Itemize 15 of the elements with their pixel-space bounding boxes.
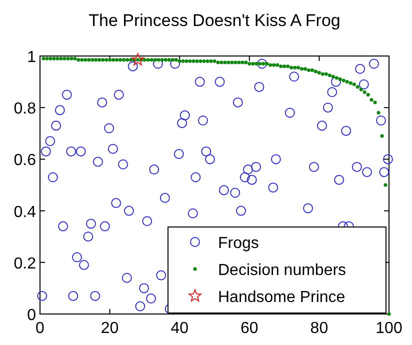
y-tick-label: 0.4 xyxy=(14,204,36,221)
legend-label: Handsome Prince xyxy=(218,289,346,306)
x-tick-label: 20 xyxy=(100,320,119,337)
x-tick-label: 80 xyxy=(310,320,328,337)
x-tick-label: 60 xyxy=(240,320,258,337)
y-tick-label: 0.6 xyxy=(14,152,36,170)
y-tick-label: 0.2 xyxy=(14,255,36,272)
y-tick-label: 0 xyxy=(27,307,36,324)
y-tick-label: 1 xyxy=(27,49,36,66)
x-tick-label: 40 xyxy=(170,320,189,337)
x-tick-label: 100 xyxy=(376,320,402,337)
legend-label: Decision numbers xyxy=(218,262,346,279)
chart-title: The Princess Doesn't Kiss A Frog xyxy=(88,11,340,30)
y-tick-label: 0.8 xyxy=(14,100,36,118)
legend-label: Frogs xyxy=(218,235,259,252)
